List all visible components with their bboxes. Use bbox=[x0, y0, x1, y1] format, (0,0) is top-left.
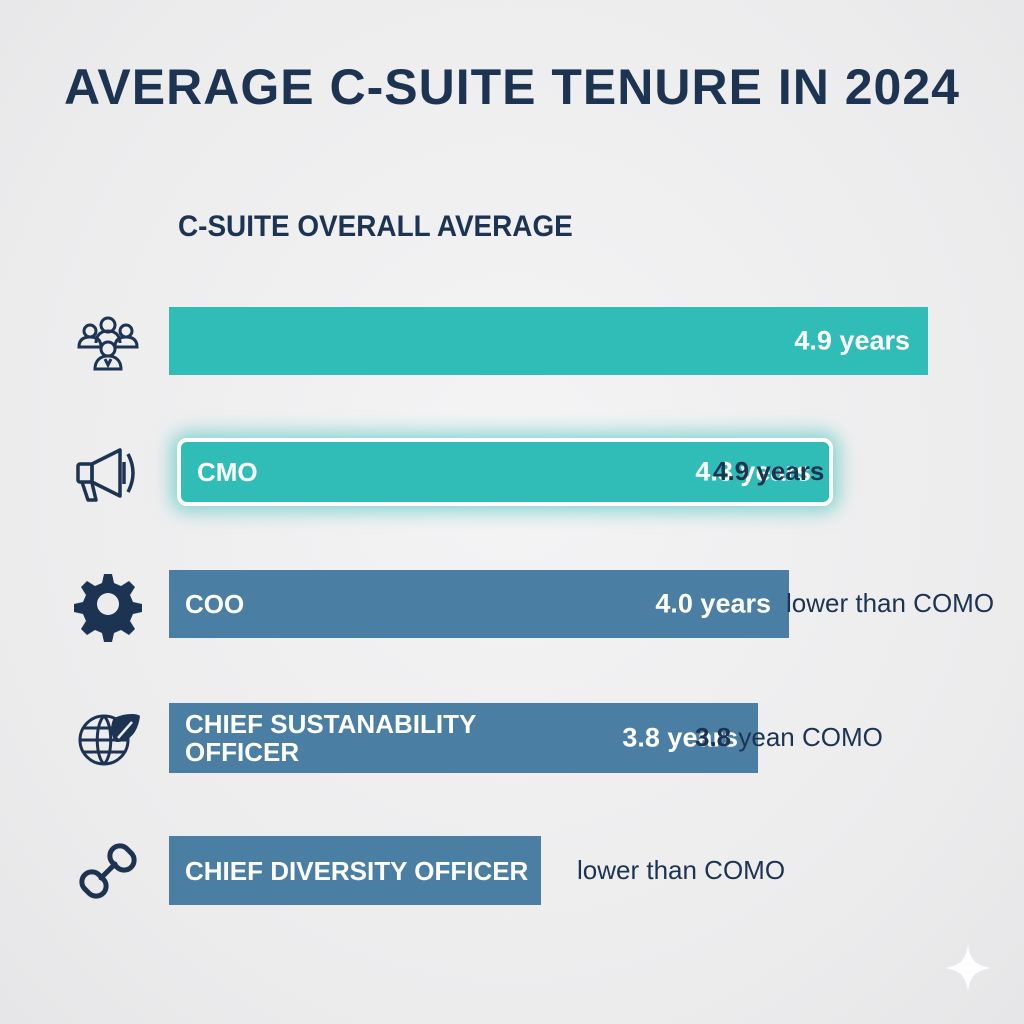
bar-value-label: 4.3 years bbox=[695, 456, 811, 487]
bar-side-note: 3.8 yean COMO bbox=[695, 722, 883, 752]
bar-value-label: 4.0 years bbox=[655, 588, 771, 619]
bar-value-label: 3.8 years bbox=[622, 722, 738, 753]
bar-coo: COO 4.0 years bbox=[169, 570, 789, 638]
bar-category-label: CMO bbox=[197, 457, 258, 487]
bar-chief-sustanability-officer: CHIEF SUSTANABILITY OFFICER 3.8 years bbox=[169, 703, 758, 773]
sparkle-icon bbox=[944, 944, 992, 992]
chart-title: AVERAGE C-SUITE TENURE IN 2024 bbox=[64, 59, 960, 115]
team-icon bbox=[68, 301, 148, 381]
bar-category-label: CHIEF SUSTANABILITY OFFICER bbox=[185, 709, 477, 767]
bar-category-label: CHIEF DIVERSITY OFFICER bbox=[185, 855, 529, 886]
link-icon bbox=[68, 831, 148, 911]
bar-category-label: COO bbox=[185, 589, 245, 619]
bar-cmo: CMO 4.3 years bbox=[177, 438, 833, 506]
megaphone-icon bbox=[68, 432, 148, 512]
bar-side-note: lower than COMO bbox=[786, 588, 995, 618]
bar-side-note: lower than COMO bbox=[577, 854, 786, 885]
bar-chief-diversity-officer: CHIEF DIVERSITY OFFICER bbox=[169, 836, 541, 905]
bar-side-note: 4.9 years bbox=[713, 456, 825, 486]
chart-subtitle: C-SUITE OVERALL AVERAGE bbox=[178, 210, 573, 243]
bar-overall-average: 4.9 years bbox=[169, 307, 928, 375]
gear-icon bbox=[68, 564, 148, 644]
globe-leaf-icon bbox=[68, 698, 148, 778]
bar-value-label: 4.9 years bbox=[794, 325, 910, 356]
